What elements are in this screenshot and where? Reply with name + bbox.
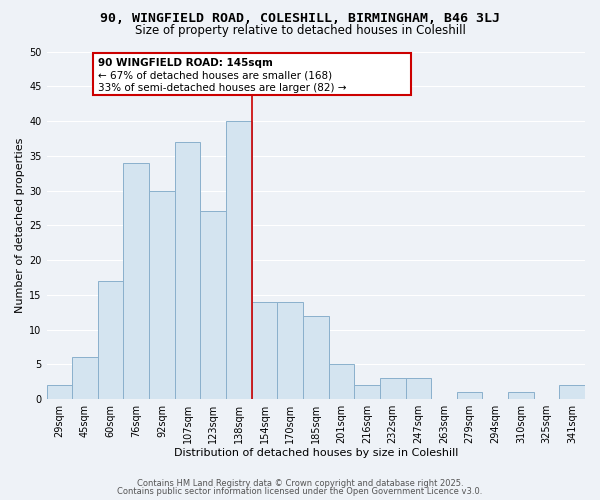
Y-axis label: Number of detached properties: Number of detached properties xyxy=(15,138,25,313)
Bar xyxy=(354,385,380,399)
Text: 90, WINGFIELD ROAD, COLESHILL, BIRMINGHAM, B46 3LJ: 90, WINGFIELD ROAD, COLESHILL, BIRMINGHA… xyxy=(100,12,500,26)
Bar xyxy=(251,302,277,399)
FancyBboxPatch shape xyxy=(92,53,410,94)
Bar xyxy=(98,281,124,399)
Bar xyxy=(47,385,72,399)
Text: Contains public sector information licensed under the Open Government Licence v3: Contains public sector information licen… xyxy=(118,487,482,496)
Bar xyxy=(559,385,585,399)
Bar xyxy=(380,378,406,399)
Bar xyxy=(72,358,98,399)
Text: 90 WINGFIELD ROAD: 145sqm: 90 WINGFIELD ROAD: 145sqm xyxy=(98,58,272,68)
Bar xyxy=(508,392,534,399)
Bar xyxy=(175,142,200,399)
Bar xyxy=(303,316,329,399)
Bar xyxy=(149,190,175,399)
Text: 33% of semi-detached houses are larger (82) →: 33% of semi-detached houses are larger (… xyxy=(98,84,346,94)
Text: Contains HM Land Registry data © Crown copyright and database right 2025.: Contains HM Land Registry data © Crown c… xyxy=(137,478,463,488)
Bar xyxy=(226,121,251,399)
Bar xyxy=(124,162,149,399)
Bar xyxy=(200,212,226,399)
Text: ← 67% of detached houses are smaller (168): ← 67% of detached houses are smaller (16… xyxy=(98,71,332,81)
X-axis label: Distribution of detached houses by size in Coleshill: Distribution of detached houses by size … xyxy=(173,448,458,458)
Text: Size of property relative to detached houses in Coleshill: Size of property relative to detached ho… xyxy=(134,24,466,37)
Bar xyxy=(406,378,431,399)
Bar xyxy=(329,364,354,399)
Bar xyxy=(457,392,482,399)
Bar xyxy=(277,302,303,399)
